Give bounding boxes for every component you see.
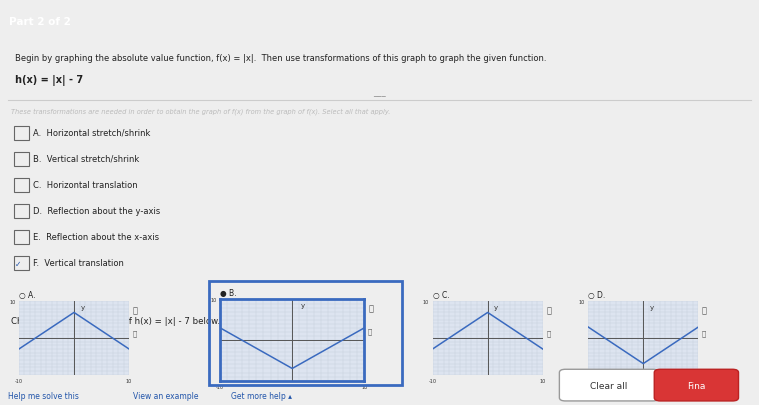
Text: Choose the correct graph of h(x) = |x| - 7 below.: Choose the correct graph of h(x) = |x| -…: [11, 317, 220, 326]
Text: ○ C.: ○ C.: [433, 291, 449, 300]
Text: Fina: Fina: [687, 382, 706, 390]
Text: h(x) = |x| - 7: h(x) = |x| - 7: [15, 75, 83, 86]
Text: B.  Vertical stretch/shrink: B. Vertical stretch/shrink: [33, 154, 140, 163]
Bar: [14, 256, 29, 271]
Text: 🔍: 🔍: [702, 306, 707, 315]
Text: F.  Vertical translation: F. Vertical translation: [33, 258, 124, 267]
Text: ✓: ✓: [15, 259, 21, 268]
Text: y: y: [301, 302, 305, 308]
Text: View an example: View an example: [133, 391, 198, 400]
Text: Part 2 of 2: Part 2 of 2: [9, 17, 71, 27]
Text: y: y: [494, 304, 499, 310]
Text: 🔍: 🔍: [368, 304, 373, 313]
Text: y: y: [650, 304, 654, 310]
Text: 🔍: 🔍: [546, 330, 551, 337]
Text: Begin by graphing the absolute value function, f(x) = |x|.  Then use transformat: Begin by graphing the absolute value fun…: [15, 53, 546, 62]
Text: These transformations are needed in order to obtain the graph of f(x) from the g: These transformations are needed in orde…: [11, 108, 391, 114]
Bar: [14, 126, 29, 141]
Text: Get more help ▴: Get more help ▴: [231, 391, 292, 400]
Text: Help me solve this: Help me solve this: [8, 391, 78, 400]
Bar: [14, 152, 29, 167]
Text: ○ A.: ○ A.: [19, 291, 36, 300]
Text: 🔍: 🔍: [133, 330, 137, 337]
Text: 🔍: 🔍: [133, 306, 138, 315]
Bar: [14, 178, 29, 193]
Text: ───: ───: [373, 94, 386, 100]
Text: ○ D.: ○ D.: [588, 291, 606, 300]
Text: A.  Horizontal stretch/shrink: A. Horizontal stretch/shrink: [33, 128, 151, 137]
Text: 🔍: 🔍: [546, 306, 552, 315]
Text: 🔍: 🔍: [702, 330, 707, 337]
Text: y: y: [80, 304, 85, 310]
Text: C.  Horizontal translation: C. Horizontal translation: [33, 180, 138, 189]
Text: ● B.: ● B.: [220, 289, 237, 298]
Text: D.  Reflection about the y-axis: D. Reflection about the y-axis: [33, 206, 161, 215]
Bar: [14, 204, 29, 219]
Text: E.  Reflection about the x-axis: E. Reflection about the x-axis: [33, 232, 159, 241]
Text: Clear all: Clear all: [591, 382, 628, 390]
Bar: [14, 230, 29, 245]
Text: 🔍: 🔍: [368, 328, 373, 335]
